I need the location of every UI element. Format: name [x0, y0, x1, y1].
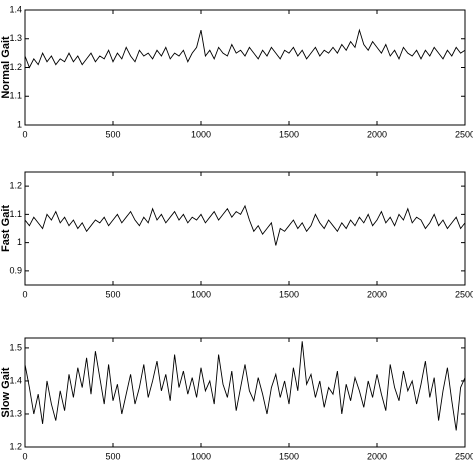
x-tick-label: 2500	[455, 289, 473, 299]
x-tick-label: 2500	[455, 451, 473, 461]
data-line	[24, 28, 466, 69]
y-tick-label: 1.2	[9, 441, 22, 451]
y-tick-label: 1.1	[9, 209, 22, 219]
x-tick-label: 1000	[191, 129, 211, 139]
y-axis-label: Fast Gait	[0, 205, 12, 252]
axes-box	[24, 337, 466, 448]
x-tick-label: 1500	[279, 289, 299, 299]
x-tick-label: 2500	[455, 129, 473, 139]
axes-box	[24, 9, 466, 126]
x-tick-label: 500	[105, 451, 120, 461]
x-tick-label: 2000	[367, 451, 387, 461]
y-tick-label: 1.2	[9, 181, 22, 191]
x-tick-label: 0	[22, 289, 27, 299]
y-tick-label: 1	[17, 237, 22, 247]
x-tick-label: 1000	[191, 451, 211, 461]
data-line	[24, 341, 466, 431]
y-tick-label: 1.3	[9, 33, 22, 43]
x-tick-label: 2000	[367, 289, 387, 299]
x-tick-label: 1000	[191, 289, 211, 299]
x-tick-label: 0	[22, 129, 27, 139]
data-line	[24, 204, 466, 246]
x-tick-label: 500	[105, 289, 120, 299]
x-tick-label: 1500	[279, 451, 299, 461]
x-tick-label: 500	[105, 129, 120, 139]
y-tick-label: 1.3	[9, 408, 22, 418]
x-tick-label: 2000	[367, 129, 387, 139]
y-tick-label: 1.4	[9, 375, 22, 385]
y-axis-label: Normal Gait	[0, 36, 12, 99]
y-tick-label: 1.1	[9, 91, 22, 101]
y-axis-label: Slow Gait	[0, 367, 12, 417]
y-tick-label: 1	[17, 119, 22, 129]
y-tick-label: 0.9	[9, 265, 22, 275]
axes-box	[24, 171, 466, 286]
x-tick-label: 0	[22, 451, 27, 461]
y-tick-label: 1.2	[9, 62, 22, 72]
y-tick-label: 1.5	[9, 342, 22, 352]
y-tick-label: 1.4	[9, 4, 22, 14]
x-tick-label: 1500	[279, 129, 299, 139]
